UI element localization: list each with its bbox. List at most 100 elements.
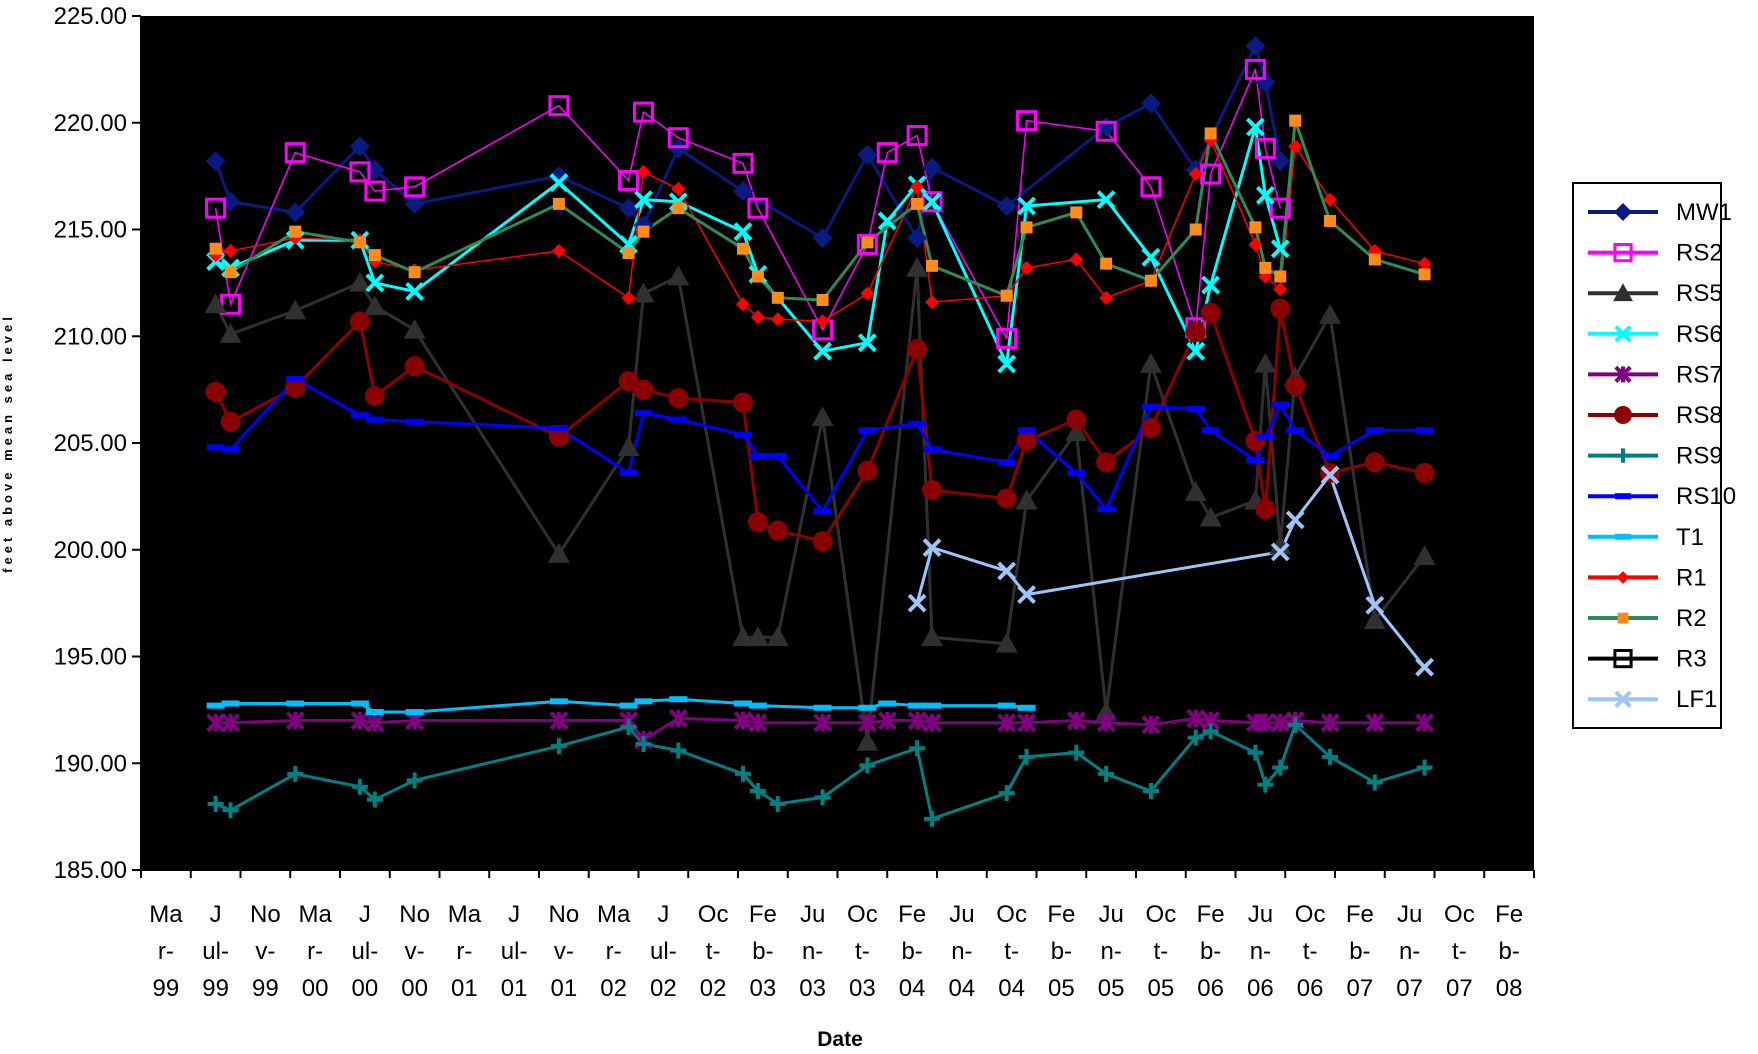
x-tick-label: J <box>210 901 222 928</box>
data-point-rs7 <box>733 711 753 730</box>
x-tick-label: ul- <box>501 938 528 965</box>
data-point-rs10 <box>858 427 877 434</box>
legend-item-lf1: LF1 <box>1588 686 1717 713</box>
data-point-rs9 <box>1247 744 1264 761</box>
data-point-rs8 <box>857 460 878 481</box>
data-point-rs10 <box>923 446 942 453</box>
data-point-r1 <box>1069 252 1084 267</box>
x-tick-label: 99 <box>252 975 279 1002</box>
data-point-r2 <box>1259 261 1272 274</box>
legend-item-rs9: RS9 <box>1588 443 1723 470</box>
data-point-rs7 <box>1096 713 1116 733</box>
data-point-r1 <box>1417 256 1432 271</box>
data-point-r2 <box>911 197 924 210</box>
data-point-rs6 <box>1141 247 1161 267</box>
data-point-rs5 <box>632 282 655 303</box>
x-tick-label: Oc <box>847 901 878 928</box>
x-tick-label: Fe <box>1346 901 1374 928</box>
data-point-rs5 <box>1015 489 1038 510</box>
data-point-rs8 <box>812 531 833 552</box>
data-point-rs2 <box>404 176 426 198</box>
data-point-t1 <box>813 704 832 711</box>
y-axis-title: feet above mean sea level <box>0 313 15 573</box>
data-point-rs8 <box>1285 375 1306 396</box>
x-tick-label: n- <box>1399 938 1420 965</box>
y-tick-label: 200.00 <box>54 537 127 564</box>
data-point-mw1 <box>548 166 569 187</box>
x-tick-label: v- <box>405 938 425 965</box>
data-point-rs10 <box>619 469 638 476</box>
data-point-rs10 <box>1201 427 1220 434</box>
data-point-rs2 <box>856 233 878 255</box>
data-point-t1 <box>997 702 1016 709</box>
data-point-rs8 <box>668 388 689 409</box>
x-tick-label: r- <box>456 938 472 965</box>
data-point-rs10 <box>733 431 752 438</box>
legend-swatch-marker <box>1614 406 1632 424</box>
data-point-rs9 <box>749 783 766 800</box>
data-point-rs5 <box>617 436 640 457</box>
data-point-rs7 <box>1186 709 1206 728</box>
data-point-mw1 <box>907 228 928 249</box>
x-tick-label: Ju <box>1098 901 1123 928</box>
data-point-rs9 <box>1322 748 1339 765</box>
data-point-r2 <box>751 270 764 283</box>
data-point-rs5 <box>1319 303 1342 324</box>
data-point-rs10 <box>1321 452 1340 459</box>
x-tick-label: Fe <box>749 901 777 928</box>
data-point-rs6 <box>1201 275 1221 295</box>
data-point-rs9 <box>1068 744 1085 761</box>
data-point-rs8 <box>364 386 385 407</box>
data-point-mw1 <box>668 138 689 159</box>
x-tick-label: 08 <box>1496 975 1523 1002</box>
y-tick-label: 205.00 <box>54 430 127 457</box>
legend-item-mw1: MW1 <box>1588 199 1732 226</box>
data-point-rs2 <box>1244 58 1266 80</box>
legend-item-r3: R3 <box>1588 646 1707 673</box>
data-point-r1 <box>671 181 686 196</box>
data-point-r1 <box>1099 290 1114 305</box>
x-tick-label: Fe <box>898 901 926 928</box>
x-tick-label: Ma <box>298 901 332 928</box>
data-point-rs5 <box>1065 421 1088 442</box>
data-point-lf1 <box>1270 542 1290 562</box>
data-point-rs9 <box>998 785 1015 802</box>
x-tick-label: 01 <box>451 975 478 1002</box>
data-point-rs7 <box>350 711 370 730</box>
data-point-rs5 <box>219 323 242 343</box>
legend-label: RS6 <box>1676 321 1723 348</box>
data-point-rs5 <box>1269 534 1292 555</box>
x-tick-label: b- <box>1051 938 1072 965</box>
x-tick-label: 02 <box>650 975 677 1002</box>
data-point-rs9 <box>351 778 368 795</box>
data-point-rs10 <box>768 452 787 459</box>
legend-swatch-marker <box>1616 571 1630 584</box>
legend-item-rs5: RS5 <box>1588 280 1723 307</box>
data-point-t1 <box>1017 704 1036 711</box>
x-tick-label: 04 <box>899 975 926 1002</box>
x-tick-label: Fe <box>1495 901 1523 928</box>
data-point-rs2 <box>906 125 928 147</box>
data-point-rs2 <box>632 101 654 123</box>
data-point-r2 <box>1249 221 1262 234</box>
data-point-r1 <box>925 295 940 310</box>
x-tick-label: 99 <box>202 975 229 1002</box>
legend-swatch-marker <box>1613 243 1633 263</box>
x-tick-label: 05 <box>1098 975 1125 1002</box>
data-point-rs9 <box>909 740 926 757</box>
data-point-rs6 <box>1017 196 1036 216</box>
data-point-r2 <box>622 246 635 259</box>
data-point-rs9 <box>222 802 239 819</box>
y-tick-label: 210.00 <box>54 323 127 350</box>
data-point-rs2 <box>349 161 371 183</box>
data-point-rs7 <box>1270 713 1290 733</box>
data-point-mw1 <box>1245 35 1266 56</box>
data-point-t1 <box>549 698 568 705</box>
data-point-rs5 <box>1254 353 1277 373</box>
data-point-r2 <box>861 236 874 249</box>
y-tick-label: 220.00 <box>54 110 127 137</box>
data-point-t1 <box>878 700 897 707</box>
data-point-rs10 <box>1017 427 1036 434</box>
data-point-rs10 <box>1097 506 1116 513</box>
data-point-rs5 <box>1184 481 1207 501</box>
